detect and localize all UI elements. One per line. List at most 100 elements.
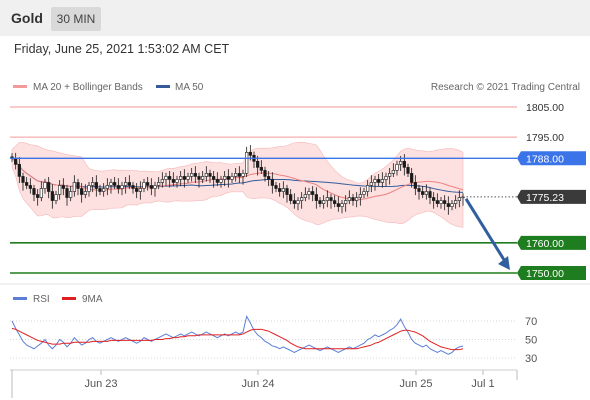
candle-body (208, 173, 212, 177)
candle-body (417, 188, 421, 192)
level-tag-1760.00 (517, 235, 586, 250)
candle-body (300, 197, 304, 201)
candle-body (201, 176, 205, 180)
rsi-line (11, 315, 464, 355)
candle-body (87, 185, 91, 192)
candle-body (65, 188, 69, 198)
candle-body (344, 200, 348, 204)
level-tag-1750.00 (517, 266, 586, 280)
candle-body (149, 185, 153, 189)
candle-body (421, 191, 425, 195)
candle-body (391, 170, 395, 174)
level-label-1760.00: 1760.00 (526, 238, 564, 250)
candle-body (91, 182, 95, 186)
forecast-arrow-shaft (464, 198, 508, 264)
credit-label: Research © 2021 Trading Central (431, 82, 580, 93)
candle-body (14, 158, 18, 165)
candle-body (105, 185, 109, 189)
candle-body (336, 203, 340, 207)
candle-body (69, 191, 73, 198)
candle-body (333, 200, 337, 204)
candle-body (355, 197, 359, 201)
candle-body (226, 176, 230, 180)
candle-body (193, 173, 197, 177)
datetime-label: Friday, June 25, 2021 1:53:02 AM CET (14, 42, 230, 56)
candle-body (292, 200, 296, 204)
candle-body (39, 188, 43, 198)
candle-body (278, 188, 282, 192)
candle-body (160, 179, 164, 183)
candle-body (164, 176, 168, 180)
candle-body (72, 182, 76, 192)
candle-body (54, 194, 58, 201)
candle-body (36, 194, 40, 198)
candle-body (435, 200, 439, 204)
candle-body (127, 182, 131, 186)
candle-body (171, 179, 175, 183)
candle-body (223, 176, 227, 180)
candle-body (204, 173, 208, 177)
ma20-legend-label: MA 20 + Bollinger Bands (33, 82, 143, 93)
level-label-1788.00: 1788.00 (526, 153, 564, 165)
candle-body (296, 200, 300, 204)
candle-body (377, 179, 381, 183)
candle-body (340, 203, 344, 207)
price-plot (10, 141, 465, 228)
candle-body (248, 151, 252, 156)
candle-body (61, 185, 65, 189)
candle-body (454, 200, 458, 204)
level-label-1775.23: 1775.23 (526, 192, 564, 204)
candle-body (219, 179, 223, 183)
candle-body (432, 197, 436, 201)
candle-body (25, 182, 29, 186)
candle-body (369, 182, 373, 186)
level-label-1795.00: 1795.00 (526, 132, 564, 144)
candle-body (307, 191, 311, 195)
candle-body (256, 161, 260, 168)
candle-body (241, 173, 245, 177)
candle-body (179, 176, 183, 180)
candle-body (153, 185, 157, 189)
forecast-arrow-head (498, 256, 510, 270)
level-label-1805.00: 1805.00 (526, 102, 564, 114)
candle-body (270, 179, 274, 186)
candle-body (32, 188, 36, 195)
timeframe-button[interactable]: 30 MIN (51, 7, 101, 31)
candle-body (175, 179, 179, 183)
candle-body (388, 173, 392, 177)
candle-body (120, 185, 124, 189)
forecast-arrow (464, 198, 510, 270)
candle-body (109, 182, 113, 186)
level-tag-1775.23 (517, 189, 586, 204)
candle-body (21, 176, 25, 183)
x-tick-label: Jun 23 (84, 378, 117, 390)
candle-body (303, 194, 307, 198)
ma20-legend-swatch (13, 85, 27, 88)
candle-body (325, 197, 329, 201)
candle-body (168, 176, 172, 180)
candle-body (329, 197, 333, 201)
candle-body (274, 185, 278, 189)
candle-body (230, 176, 234, 180)
candle-body (94, 182, 98, 189)
candle-body (28, 185, 32, 189)
rsi-plot: 70 50 30 (10, 315, 537, 365)
candle-body (102, 188, 106, 192)
candle-body (399, 161, 403, 165)
rsi-tick-50: 50 (525, 335, 537, 347)
x-tick-label: Jun 25 (399, 378, 432, 390)
candle-body (406, 167, 410, 174)
candle-body (373, 179, 377, 183)
candle-body (281, 188, 285, 192)
level-lines: 1805.00 1795.00 1788.00 1775.23 1760.00 1750.… (10, 102, 586, 280)
candle-body (47, 182, 51, 192)
x-tick-label: Jul 1 (471, 378, 494, 390)
candle-body (43, 182, 47, 189)
rsi-ma-line (11, 327, 464, 351)
candle-body (17, 164, 21, 177)
candle-body (146, 182, 150, 186)
candle-body (138, 188, 142, 192)
candle-body (131, 185, 135, 189)
level-label-1750.00: 1750.00 (526, 268, 564, 280)
